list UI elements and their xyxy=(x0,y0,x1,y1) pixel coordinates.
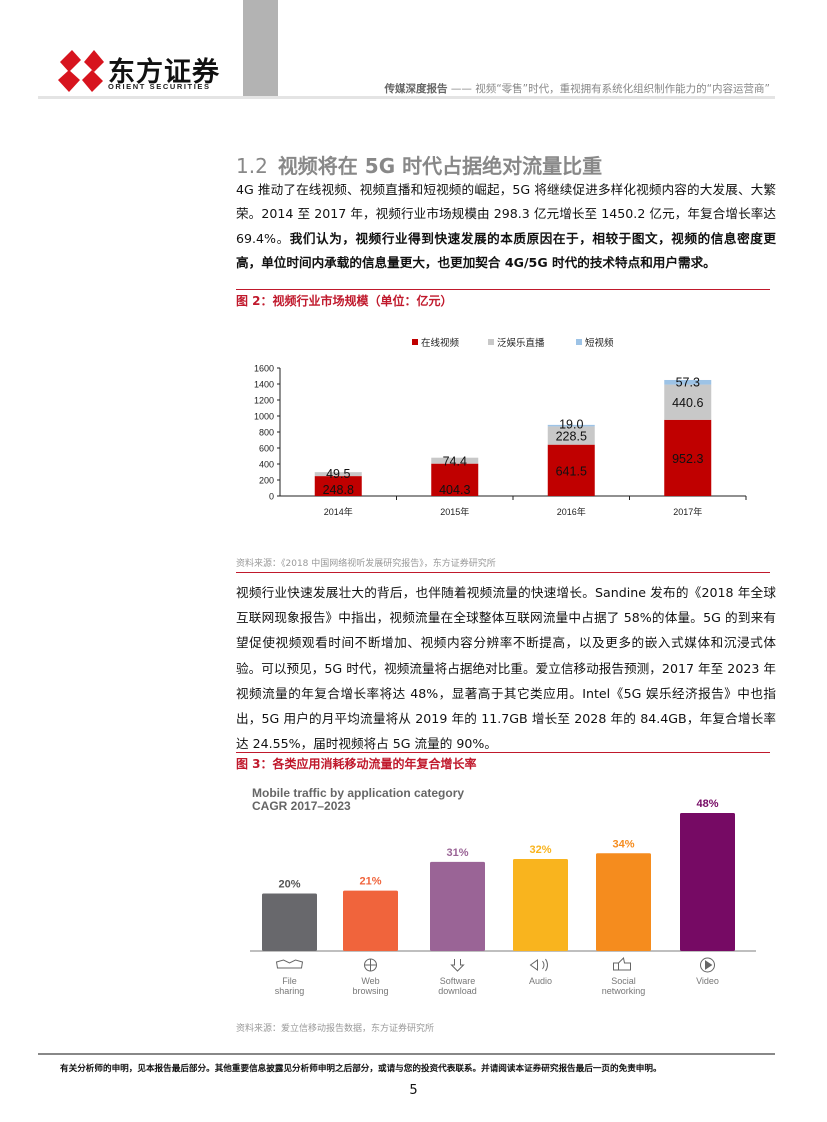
value-label: 34% xyxy=(612,838,634,850)
globe-icon xyxy=(364,958,377,972)
y-tick-label: 200 xyxy=(259,476,274,486)
section-number: 1.2 xyxy=(236,154,268,178)
y-tick-label: 1400 xyxy=(254,380,274,390)
x-tick-label: 2016年 xyxy=(557,506,586,517)
y-tick-label: 1000 xyxy=(254,412,274,422)
data-label: 19.0 xyxy=(559,417,583,431)
bar-segment xyxy=(547,424,595,427)
legend-swatch xyxy=(412,339,418,345)
header-decor-bar xyxy=(243,0,278,98)
value-label: 32% xyxy=(529,844,551,856)
footer-disclaimer: 有关分析师的申明，见本报告最后部分。其他重要信息披露见分析师申明之后部分，或请与… xyxy=(60,1064,662,1074)
y-tick-label: 600 xyxy=(259,444,274,454)
footer-divider xyxy=(38,1053,775,1055)
download-icon xyxy=(450,959,465,972)
data-label: 440.6 xyxy=(672,396,703,410)
data-label: 641.5 xyxy=(556,464,587,478)
play-icon xyxy=(700,957,715,973)
data-label: 228.5 xyxy=(556,430,587,444)
value-label: 31% xyxy=(446,847,468,859)
data-label: 404.3 xyxy=(439,483,470,497)
y-tick-label: 800 xyxy=(259,428,274,438)
chart-title: Mobile traffic by application category xyxy=(252,786,464,800)
bar xyxy=(343,890,398,951)
bar-segment xyxy=(314,476,362,496)
speaker-icon xyxy=(529,958,548,972)
y-tick-label: 0 xyxy=(269,492,274,502)
y-tick-label: 1600 xyxy=(254,364,274,374)
figure-3-source: 资料来源：爱立信移动报告数据，东方证券研究所 xyxy=(236,1024,435,1034)
page-number: 5 xyxy=(409,1083,418,1098)
data-label: 248.8 xyxy=(323,483,354,497)
legend-swatch xyxy=(576,339,582,345)
bar-segment xyxy=(314,472,362,477)
figure-2-caption: 图 2：视频行业市场规模（单位：亿元） xyxy=(236,294,453,308)
x-tick-label: 2014年 xyxy=(324,506,353,517)
y-tick-label: 400 xyxy=(259,460,274,470)
bar-segment xyxy=(547,426,595,445)
mobile-traffic-cagr-bar-chart: Mobile traffic by application categoryCA… xyxy=(250,786,756,996)
bar xyxy=(596,853,651,951)
thumbs-up-icon xyxy=(613,956,631,971)
figure-divider xyxy=(236,289,770,290)
running-header: 传媒深度报告 —— 视频“零售”时代，重视拥有系统化组织制作能力的“内容运营商” xyxy=(385,81,770,96)
orient-logo-icon xyxy=(58,50,104,92)
report-title: —— 视频“零售”时代，重视拥有系统化组织制作能力的“内容运营商” xyxy=(450,83,770,95)
chart-subtitle: CAGR 2017–2023 xyxy=(252,799,351,813)
x-tick-label: 2015年 xyxy=(440,506,469,517)
paragraph-2: 视频行业快速发展壮大的背后，也伴随着视频流量的快速增长。Sandine 发布的《… xyxy=(236,580,776,756)
y-tick-label: 1200 xyxy=(254,396,274,406)
logo-english: ORIENT SECURITIES xyxy=(108,82,211,91)
bar-segment xyxy=(664,384,712,420)
paragraph-1: 4G 推动了在线视频、视频直播和短视频的崛起，5G 将继续促进多样化视频内容的大… xyxy=(236,178,776,275)
bar-segment xyxy=(664,379,712,385)
value-label: 48% xyxy=(696,798,718,810)
legend-label: 短视频 xyxy=(585,337,614,349)
paragraph-text: 视频行业快速发展壮大的背后，也伴随着视频流量的快速增长。Sandine 发布的《… xyxy=(236,585,776,752)
legend-label: 在线视频 xyxy=(421,337,460,349)
category-label: Social xyxy=(611,976,636,986)
paragraph-bold-text: 我们认为，视频行业得到快速发展的本质原因在于，相较于图文，视频的信息密度更高，单… xyxy=(236,230,776,270)
category-label: download xyxy=(438,986,477,996)
section-title: 视频将在 5G 时代占据绝对流量比重 xyxy=(277,154,603,178)
data-label: 57.3 xyxy=(676,376,700,390)
file-sharing-icon xyxy=(275,959,304,969)
figure-3-caption: 图 3：各类应用消耗移动流量的年复合增长率 xyxy=(236,757,477,771)
bar-segment xyxy=(664,419,712,496)
value-label: 20% xyxy=(278,879,300,891)
paragraph-text: 4G 推动了在线视频、视频直播和短视频的崛起，5G 将继续促进多样化视频内容的大… xyxy=(236,182,776,246)
bar-segment xyxy=(431,463,479,496)
figure-divider xyxy=(236,572,770,573)
bar xyxy=(680,813,735,951)
category-label: sharing xyxy=(275,986,305,996)
legend-swatch xyxy=(488,339,494,345)
bar xyxy=(430,861,485,951)
figure-divider xyxy=(236,752,770,753)
x-tick-label: 2017年 xyxy=(673,506,702,517)
category-label: Web xyxy=(361,976,379,986)
figure-2-source: 资料来源：《2018 中国网络视听发展研究报告》，东方证券研究所 xyxy=(236,559,496,569)
legend-label: 泛娱乐直播 xyxy=(497,337,545,349)
market-size-stacked-bar-chart: 在线视频 泛娱乐直播 短视频 0 200 400 600 800 1000 1200 1400 160… xyxy=(254,337,747,517)
data-label: 74.4 xyxy=(443,455,467,469)
value-label: 21% xyxy=(359,876,381,888)
bar-segment xyxy=(431,457,479,464)
category-label: File xyxy=(282,976,297,986)
bar xyxy=(513,859,568,951)
category-label: networking xyxy=(602,986,646,996)
data-label: 952.3 xyxy=(672,452,703,466)
header-divider xyxy=(38,96,775,99)
category-label: Software xyxy=(440,976,476,986)
report-type: 传媒深度报告 xyxy=(384,83,448,95)
category-label: Video xyxy=(696,976,719,986)
logo-text: 东方证券 xyxy=(108,57,220,88)
data-label: 49.5 xyxy=(326,467,350,481)
section-heading: 1.2 视频将在 5G 时代占据绝对流量比重 xyxy=(236,150,602,179)
bar-segment xyxy=(547,444,595,496)
category-label: browsing xyxy=(352,986,388,996)
bar xyxy=(262,893,317,951)
category-label: Audio xyxy=(529,976,552,986)
